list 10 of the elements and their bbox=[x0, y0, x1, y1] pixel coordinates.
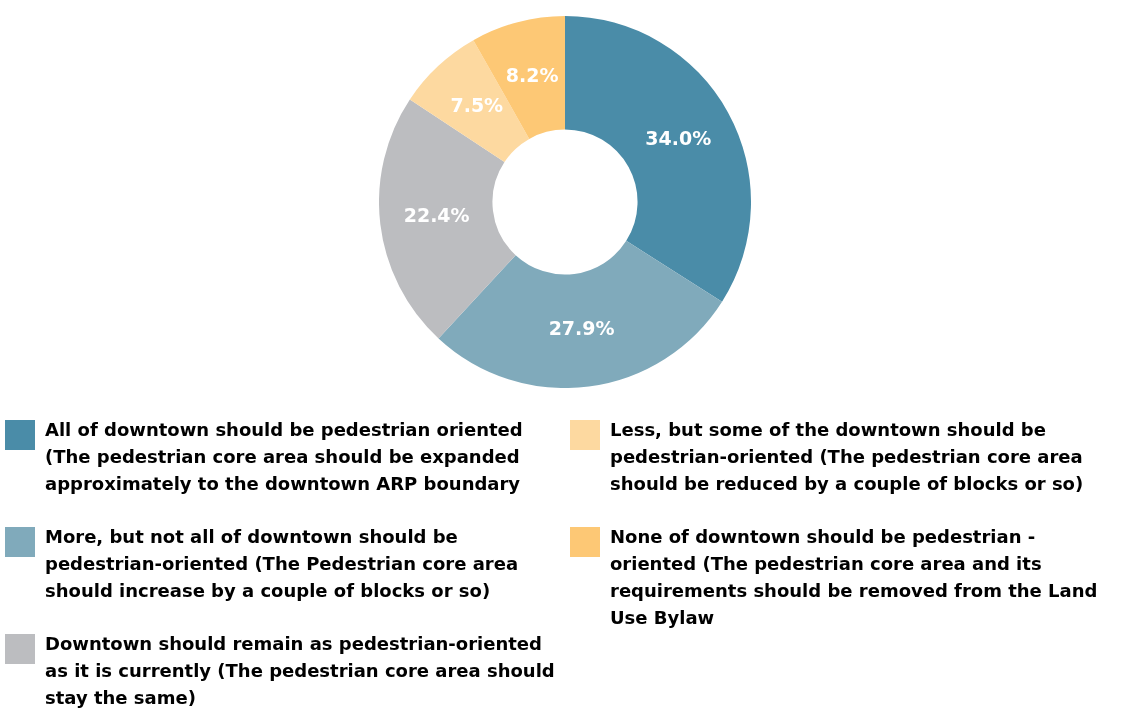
legend-label: Downtown should remain as pedestrian-oriented as it is currently (The pedestrian core area should stay the same) bbox=[45, 632, 556, 710]
legend-label: More, but not all of downtown should be pedestrian-oriented (The Pedestrian core area should increase by a couple of blocks or so) bbox=[45, 525, 520, 603]
data-label: 8.2% bbox=[505, 63, 558, 86]
data-label: 7.5% bbox=[449, 94, 503, 117]
legend-label: Less, but some of the downtown should be pedestrian-oriented (The pedestrian core area should be reduced by a couple of blocks or so) bbox=[610, 418, 1085, 496]
legend-label: All of downtown should be pedestrian oriented (The pedestrian core area should be expanded approximately to the downtown ARP boundary bbox=[45, 418, 524, 496]
data-label: 27.9% bbox=[548, 317, 615, 340]
data-label: 34.0% bbox=[644, 126, 711, 149]
legend-label: None of downtown should be pedestrian -oriented (The pedestrian core area and its requirements should be removed from the Land Use Bylaw bbox=[610, 525, 1099, 630]
data-label: 22.4% bbox=[403, 204, 470, 227]
